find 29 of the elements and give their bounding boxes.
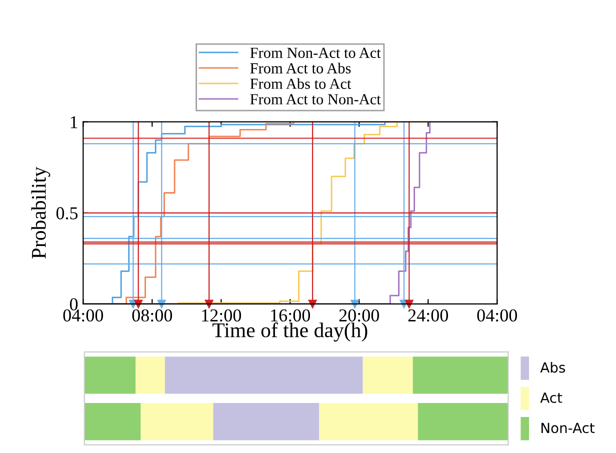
bar: [136, 356, 165, 394]
y-tick-label: 0.5: [56, 207, 78, 220]
x-tick-label: 16:00: [271, 309, 310, 322]
legend-label: From Non-Act to Act: [250, 48, 381, 58]
bar: [362, 356, 413, 394]
bar: [84, 356, 136, 394]
bar: [412, 356, 508, 394]
x-tick-label: 20:00: [339, 309, 380, 322]
legend-label: From Act to Non-Act: [250, 94, 381, 104]
y-axis-title: Probability: [31, 166, 50, 259]
x-tick-label: 04:00: [63, 309, 104, 322]
legend-label: Abs: [540, 362, 566, 373]
bar: [140, 403, 214, 440]
y-tick-label: 1: [70, 116, 78, 128]
legend-label: Act: [540, 392, 562, 403]
bar: [164, 356, 363, 394]
x-tick-label: 08:00: [132, 309, 172, 322]
legend-label: From Abs to Act: [250, 78, 352, 89]
bar: [319, 403, 418, 440]
x-tick-label: 24:00: [408, 309, 448, 322]
bar: [84, 403, 141, 440]
bar: [213, 403, 320, 440]
x-tick-label: 04:00: [477, 309, 517, 322]
legend-label: Non-Act: [542, 422, 595, 434]
bar: [418, 403, 508, 440]
x-axis-title: Time of the day(h): [212, 322, 368, 342]
x-tick-label: 12:00: [202, 309, 242, 322]
legend-label: From Act to Abs: [250, 62, 351, 74]
y-tick-label: 0: [70, 298, 78, 310]
